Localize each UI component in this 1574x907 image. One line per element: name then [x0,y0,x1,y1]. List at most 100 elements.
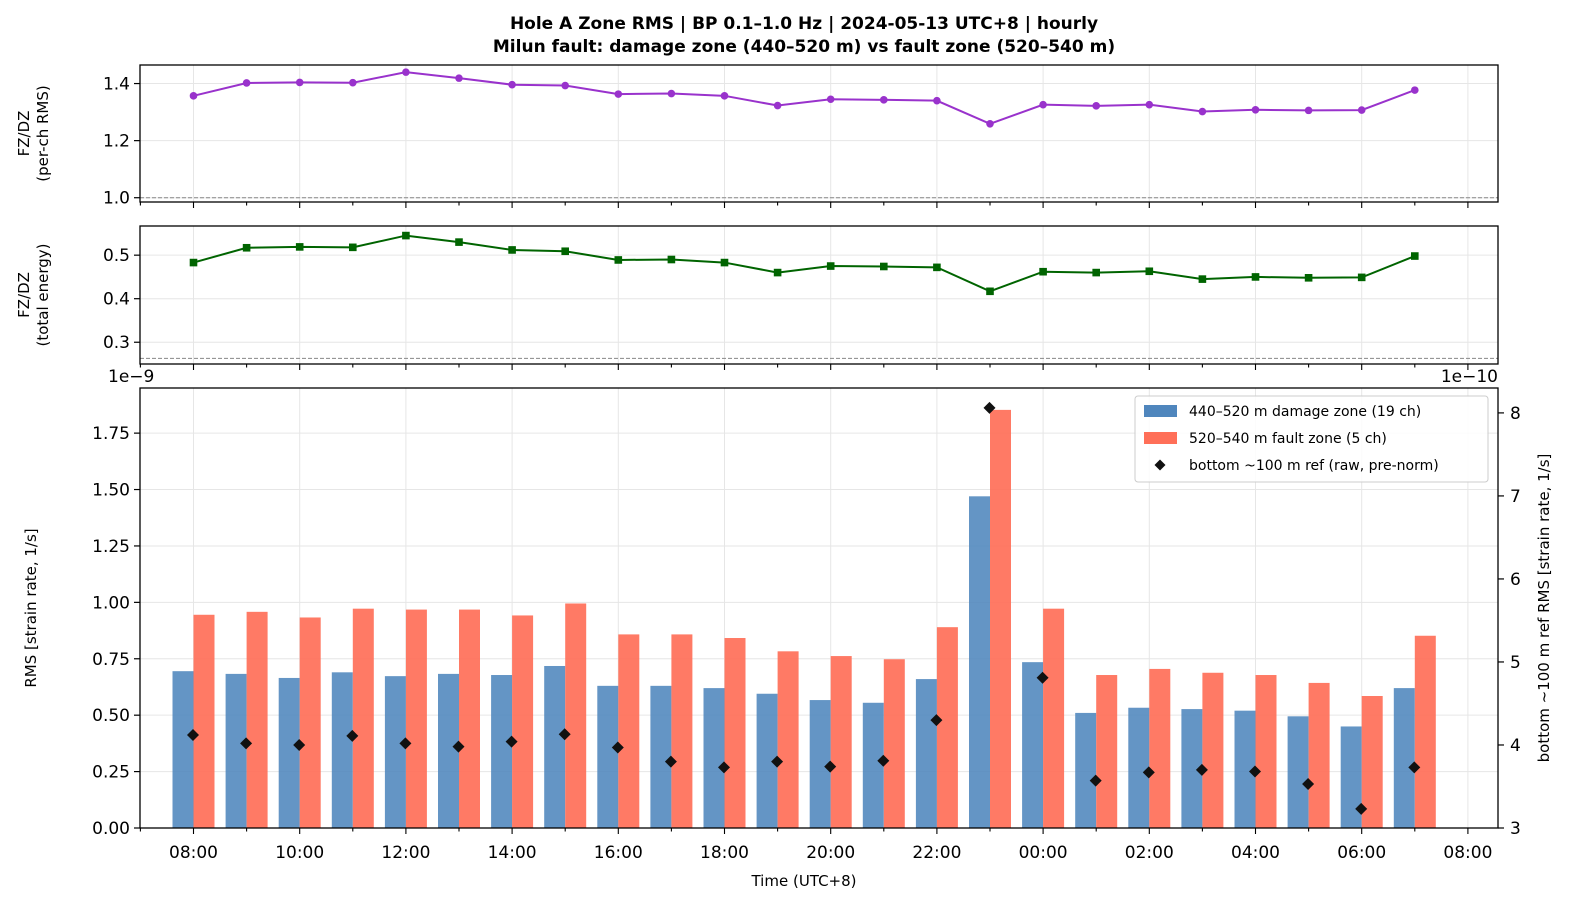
ref-marker [399,737,412,750]
ref-marker [505,735,518,748]
y-right-axis-label: bottom ~100 m ref RMS [strain rate, 1/s] [1535,454,1553,763]
y-tick-label: 1.50 [92,481,130,501]
legend-swatch [1154,459,1166,471]
x-tick-label: 02:00 [1125,843,1174,863]
data-point [349,243,357,252]
x-tick-label: 00:00 [1019,843,1068,863]
legend-box [1134,395,1489,483]
y-tick-label: 1.0 [103,189,130,209]
x-tick-label: 16:00 [594,843,643,863]
offset-label-left: 1e−9 [108,367,154,387]
x-tick-label: 08:00 [1443,843,1492,863]
ref-marker [1408,761,1421,774]
data-point [880,96,888,104]
data-point [1198,275,1207,283]
bar-damage-zone [1234,710,1256,828]
data-point [933,263,941,272]
data-point [402,231,410,240]
data-point [1251,273,1260,281]
data-point [667,255,676,264]
bar-fault-zone [459,609,480,828]
bar-fault-zone [193,614,215,828]
data-point [508,246,516,254]
bar-damage-zone [1340,726,1362,828]
data-point [349,78,357,87]
data-point [1039,100,1047,109]
bar-fault-zone [671,634,693,828]
bar-damage-zone [491,675,513,828]
x-tick-label: 18:00 [700,843,749,863]
y-tick-label: 1.25 [92,537,130,557]
legend-label: 520–540 m fault zone (5 ch) [1189,431,1387,447]
data-point [667,89,676,98]
data-point [720,92,729,100]
data-point [1251,106,1260,114]
bar-damage-zone [438,673,459,828]
bar-damage-zone [278,677,300,828]
bar-fault-zone [1255,675,1277,828]
bar-damage-zone [756,693,778,828]
ref-marker [1089,774,1102,787]
bar-fault-zone [1149,668,1171,828]
x-tick-label: 14:00 [488,843,537,863]
plot-frame [139,64,1499,203]
bar-damage-zone [1181,709,1203,828]
ref-marker [1195,763,1208,776]
bar-fault-zone [883,659,905,828]
bar-fault-zone [352,608,374,828]
plot-frame [139,225,1499,365]
y-right-tick-label: 4 [1510,736,1521,756]
bar-fault-zone [777,651,799,828]
ref-marker [1355,802,1368,815]
ref-marker [346,729,359,742]
data-point [455,74,463,82]
bar-damage-zone [915,679,937,828]
ref-marker [983,401,996,414]
data-point [455,238,463,246]
ref-marker [877,754,890,767]
bar-fault-zone [565,603,587,828]
bar-damage-zone [172,671,194,828]
ref-marker [452,740,465,753]
data-point [242,79,251,87]
y-tick-label: 0.75 [92,650,130,670]
data-point [1198,107,1207,116]
x-tick-label: 08:00 [169,843,218,863]
y-axis-label: FZ/DZ [15,111,33,157]
bar-damage-zone [225,673,247,828]
ref-marker [611,741,624,754]
y-axis-label-sub: (total energy) [34,243,52,346]
data-point [561,81,569,90]
ref-marker [293,738,306,751]
bar-damage-zone [544,665,566,828]
data-point [1411,252,1419,260]
y-right-tick-label: 5 [1510,653,1521,673]
plot-frame [139,387,1499,829]
x-tick-label: 12:00 [381,843,430,863]
data-point [402,68,410,76]
bar-fault-zone [1361,696,1383,828]
ref-marker [664,755,677,768]
bar-damage-zone [1287,716,1309,828]
ref-marker [824,760,837,773]
ref-marker [1249,765,1261,778]
chart-title: Hole A Zone RMS | BP 0.1–1.0 Hz | 2024-0… [510,14,1098,34]
data-point [295,78,304,87]
data-point [1357,106,1366,114]
ref-marker [187,729,199,742]
bar-damage-zone [1022,662,1044,828]
ref-marker [1302,778,1315,790]
bar-damage-zone [862,702,884,828]
y-tick-label: 0.50 [92,706,130,726]
data-point [1304,106,1313,115]
x-tick-label: 04:00 [1231,843,1280,863]
bar-damage-zone [809,700,831,828]
series-line [193,234,1416,293]
data-point [189,258,198,267]
y-tick-label: 0.5 [103,246,130,266]
x-axis-label: Time (UTC+8) [750,872,856,890]
bar-fault-zone [1414,635,1436,828]
x-tick-label: 20:00 [806,843,855,863]
legend-swatch [1144,432,1177,444]
